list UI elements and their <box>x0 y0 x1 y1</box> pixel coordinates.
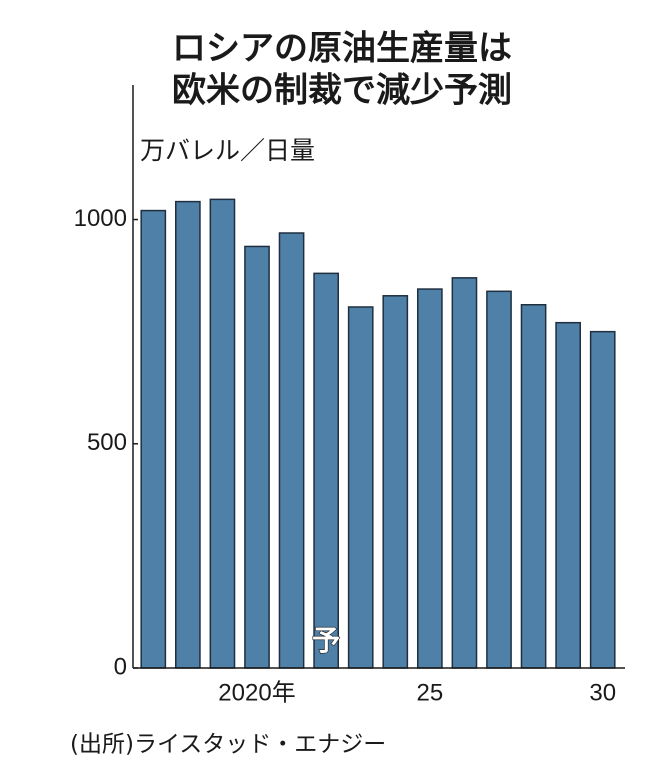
bar <box>244 245 270 669</box>
y-tick-label: 1000 <box>74 205 127 232</box>
bar <box>486 290 512 669</box>
y-tick-label: 500 <box>87 429 127 456</box>
bar <box>589 330 616 669</box>
bar <box>140 209 167 669</box>
x-tick-label: 25 <box>417 679 444 706</box>
chart-title: ロシアの原油生産量は <box>172 29 512 69</box>
chart-title: 欧米の制裁で減少予測 <box>172 71 512 111</box>
bar <box>451 277 478 669</box>
bar <box>278 232 305 669</box>
x-tick-label: 2020年 <box>218 679 295 706</box>
y-tick-label: 0 <box>114 653 127 680</box>
bar <box>175 200 201 669</box>
y-axis-label: 万バレル／日量 <box>140 136 315 165</box>
bar <box>209 198 236 669</box>
bar <box>313 272 339 669</box>
source: (出所)ライスタッド・エナジー <box>70 732 386 758</box>
annotation: 予 <box>312 624 340 657</box>
bar <box>382 295 409 669</box>
bar <box>347 306 374 669</box>
bar <box>520 303 547 669</box>
bar <box>555 321 581 669</box>
x-tick-label: 30 <box>589 679 616 706</box>
bar <box>417 288 443 669</box>
